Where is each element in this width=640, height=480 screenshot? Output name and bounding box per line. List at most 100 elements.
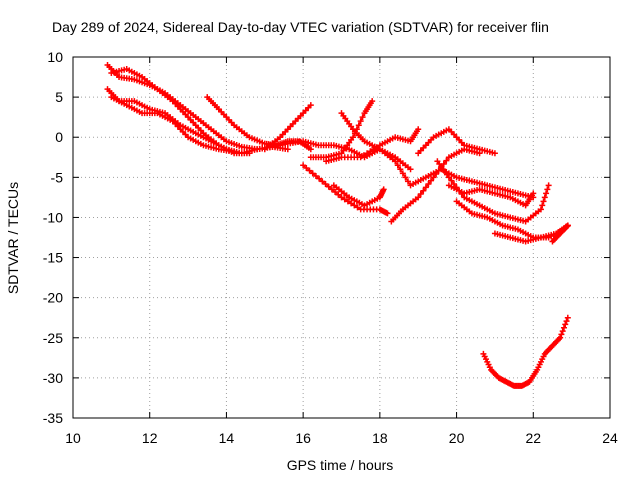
data-point-marker xyxy=(322,181,329,188)
data-point-marker xyxy=(246,150,253,157)
y-tick-label: 0 xyxy=(55,129,63,145)
axis-ticks: 10 12 14 16 18 20 22 24 10 5 0 -5 -10 -15 -20 -25 -30 -35 xyxy=(43,49,618,446)
data-point-marker xyxy=(543,190,550,197)
x-tick-label: 12 xyxy=(142,430,158,446)
y-tick-label: -25 xyxy=(43,330,63,346)
data-point-marker xyxy=(415,126,422,133)
data-point-marker xyxy=(530,190,537,197)
data-point-marker xyxy=(560,324,567,331)
chart-title: Day 289 of 2024, Sidereal Day-to-day VTE… xyxy=(52,19,549,35)
data-point-marker xyxy=(350,134,357,141)
data-point-marker xyxy=(284,146,291,153)
data-point-marker xyxy=(558,331,565,338)
data-point-marker xyxy=(397,166,404,173)
data-point-marker xyxy=(539,202,546,209)
x-tick-label: 22 xyxy=(525,430,541,446)
data-point-marker xyxy=(392,158,399,165)
data-point-marker xyxy=(425,181,432,188)
series-arc19 xyxy=(480,314,571,389)
data-point-marker xyxy=(359,114,366,121)
y-tick-label: -10 xyxy=(43,209,63,225)
data-point-marker xyxy=(335,191,342,198)
data-point-marker xyxy=(341,196,348,203)
data-point-marker xyxy=(541,194,548,201)
data-point-marker xyxy=(445,174,452,181)
x-tick-label: 18 xyxy=(372,430,388,446)
data-point-marker xyxy=(545,182,552,189)
series-trace xyxy=(302,164,388,215)
data-point-marker xyxy=(351,202,358,209)
series-arc4 xyxy=(108,94,238,155)
data-point-marker xyxy=(354,204,361,211)
data-point-marker xyxy=(344,198,351,205)
data-point-marker xyxy=(300,162,307,169)
y-tick-label: 10 xyxy=(47,49,63,65)
data-point-marker xyxy=(422,184,429,191)
data-point-marker xyxy=(332,189,339,196)
data-point-marker xyxy=(367,148,374,155)
data-point-marker xyxy=(402,174,409,181)
data-point-marker xyxy=(564,222,571,229)
x-tick-label: 16 xyxy=(295,430,311,446)
data-point-marker xyxy=(355,122,362,129)
data-point-marker xyxy=(312,172,319,179)
data-point-marker xyxy=(399,170,406,177)
series-arc9 xyxy=(307,98,376,161)
data-point-marker xyxy=(357,118,364,125)
data-point-marker xyxy=(319,178,326,185)
y-tick-label: -30 xyxy=(43,370,63,386)
data-point-marker xyxy=(564,314,571,321)
data-point-marker xyxy=(231,148,238,155)
y-tick-label: -15 xyxy=(43,250,63,266)
data-point-marker xyxy=(443,157,450,164)
data-point-marker xyxy=(433,170,440,177)
data-point-marker xyxy=(491,150,498,157)
data-point-marker xyxy=(307,146,314,153)
data-point-marker xyxy=(557,334,564,341)
x-tick-label: 20 xyxy=(449,430,465,446)
data-point-marker xyxy=(328,186,335,193)
y-axis-label: SDTVAR / TECUs xyxy=(5,182,21,294)
data-point-marker xyxy=(338,194,345,201)
data-point-marker xyxy=(540,198,547,205)
x-tick-label: 24 xyxy=(602,430,618,446)
x-axis-label: GPS time / hours xyxy=(287,457,394,473)
data-point-marker xyxy=(537,206,544,213)
data-point-marker xyxy=(544,186,551,193)
data-point-marker xyxy=(404,178,411,185)
x-tick-label: 14 xyxy=(219,430,235,446)
data-point-marker xyxy=(417,191,424,198)
data-point-marker xyxy=(428,177,434,184)
data-point-marker xyxy=(325,183,332,190)
data-point-marker xyxy=(303,164,310,171)
data-point-marker xyxy=(364,150,371,157)
plot-frame xyxy=(72,56,611,419)
data-series xyxy=(104,62,571,389)
data-point-marker xyxy=(448,177,455,184)
data-point-marker xyxy=(357,154,364,161)
data-point-marker xyxy=(407,166,414,173)
data-point-marker xyxy=(563,318,570,325)
data-point-marker xyxy=(309,170,316,177)
data-point-marker xyxy=(369,98,376,105)
series-arc6 xyxy=(261,102,314,153)
y-tick-label: -20 xyxy=(43,290,63,306)
data-point-marker xyxy=(306,167,313,174)
data-point-marker xyxy=(559,328,566,335)
data-point-marker xyxy=(380,186,387,193)
series-arc5 xyxy=(204,94,314,153)
data-point-marker xyxy=(360,152,367,159)
series-arc8 xyxy=(330,182,387,209)
series-arc15 xyxy=(445,182,537,209)
series-arc7 xyxy=(300,162,391,217)
y-tick-label: 5 xyxy=(55,89,63,105)
data-point-marker xyxy=(415,194,422,201)
series-arc18 xyxy=(549,222,571,245)
y-tick-label: -35 xyxy=(43,410,63,426)
data-point-marker xyxy=(307,102,314,109)
data-point-marker xyxy=(430,174,437,181)
series-arc12 xyxy=(388,146,483,225)
data-point-marker xyxy=(435,167,442,174)
data-point-marker xyxy=(316,175,323,182)
